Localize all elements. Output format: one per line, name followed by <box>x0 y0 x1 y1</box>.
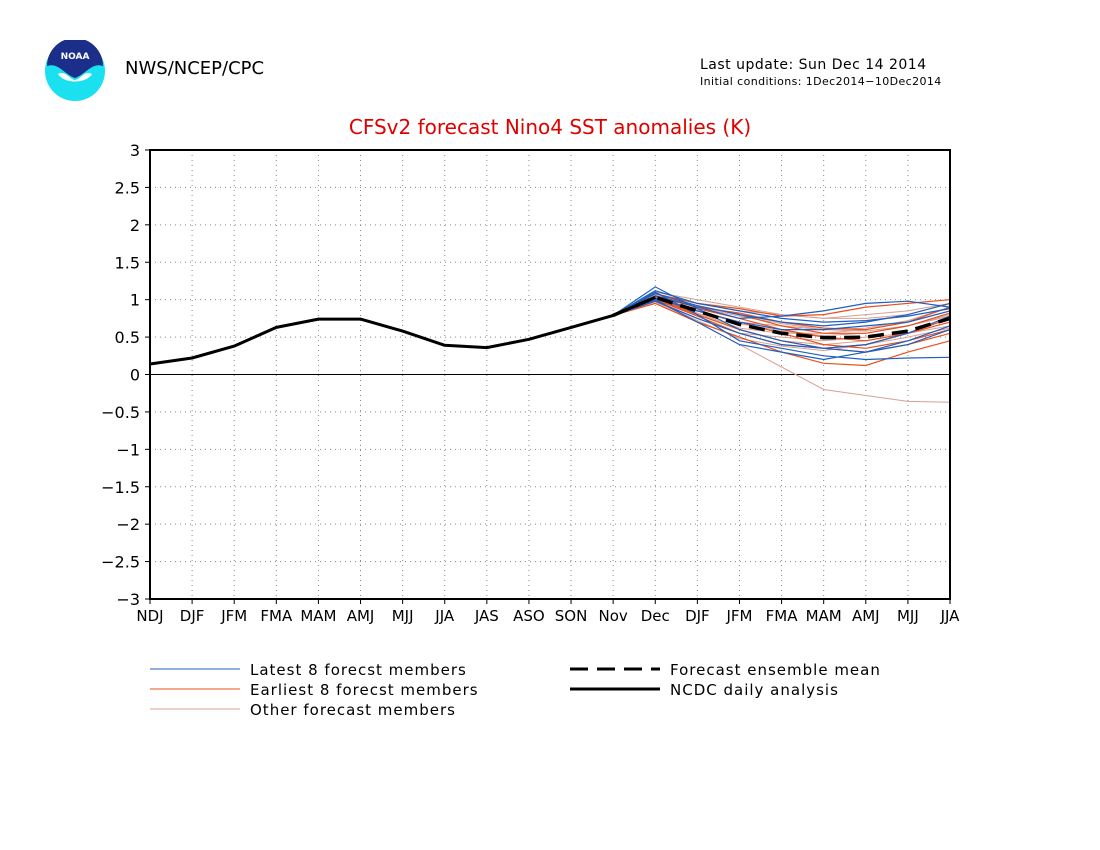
logo-dark-top <box>47 40 103 78</box>
x-tick-label: JJA <box>434 607 455 625</box>
x-tick-label: DJF <box>180 607 205 625</box>
x-tick-label: AMJ <box>347 607 375 625</box>
latest-members-series <box>612 286 951 361</box>
latest-member-line <box>612 286 951 349</box>
ensemble-mean-series <box>612 295 951 340</box>
y-tick-label: −2 <box>116 515 140 534</box>
ensemble-mean-line <box>612 295 951 340</box>
logo-bird-wave <box>58 73 92 82</box>
y-tick-label: 1.5 <box>115 253 140 272</box>
legend-latest-label: Latest 8 forecst members <box>250 661 467 679</box>
latest-member-line <box>612 295 951 320</box>
y-tick-label: −1 <box>116 440 140 459</box>
legend-analysis-label: NCDC daily analysis <box>670 681 839 699</box>
agency-name: NWS/NCEP/CPC <box>125 58 265 79</box>
other-member-line <box>613 301 951 352</box>
y-tick-label: −2.5 <box>101 553 140 572</box>
x-tick-label: MAM <box>300 607 336 625</box>
x-tick-label: FMA <box>260 607 293 625</box>
y-tick-label: 2 <box>130 216 140 235</box>
x-tick-label: AMJ <box>852 607 880 625</box>
x-tick-label: MJJ <box>897 607 919 625</box>
y-axis-ticks: 3 2.5 2 1.5 1 0.5 0 −0.5 −1 −1.5 −2 −2.5 −3 <box>101 141 150 609</box>
x-tick-label: JFM <box>725 607 752 625</box>
x-tick-label: JAS <box>474 607 499 625</box>
grid <box>150 150 950 599</box>
x-axis-ticks: NDJ DJF JFM FMA MAM AMJ MJJ JJA JAS ASO SON Nov Dec D… <box>136 599 960 625</box>
y-tick-label: −1.5 <box>101 478 140 497</box>
x-tick-label: FMA <box>766 607 799 625</box>
x-tick-label: Dec <box>641 607 670 625</box>
chart-title: CFSv2 forecast Nino4 SST anomalies (K) <box>349 115 751 139</box>
x-tick-label: Nov <box>599 607 628 625</box>
x-tick-label: JFM <box>220 607 247 625</box>
x-tick-label: JJA <box>940 607 961 625</box>
initial-conditions-text: Initial conditions: 1Dec2014−10Dec2014 <box>700 75 942 88</box>
x-tick-label: MAM <box>806 607 842 625</box>
y-tick-label: 0 <box>130 366 140 385</box>
x-tick-label: NDJ <box>136 607 163 625</box>
legend-other-label: Other forecast members <box>250 701 456 719</box>
y-tick-label: 1 <box>130 291 140 310</box>
y-tick-label: 2.5 <box>115 178 140 197</box>
x-tick-label: SON <box>555 607 588 625</box>
last-update-text: Last update: Sun Dec 14 2014 <box>700 57 927 73</box>
x-tick-label: MJJ <box>392 607 414 625</box>
logo-text: NOAA <box>61 52 90 62</box>
legend-mean-label: Forecast ensemble mean <box>670 661 881 679</box>
analysis-series <box>149 296 656 366</box>
noaa-logo: NOAA <box>45 40 105 101</box>
latest-member-line <box>612 290 951 323</box>
y-tick-label: 3 <box>130 141 140 160</box>
analysis-line <box>149 296 656 366</box>
y-tick-label: −3 <box>116 590 140 609</box>
y-tick-label: −0.5 <box>101 403 140 422</box>
y-tick-label: 0.5 <box>115 328 140 347</box>
legend-earliest-label: Earliest 8 forecst members <box>250 681 479 699</box>
x-tick-label: DJF <box>685 607 710 625</box>
x-tick-label: ASO <box>513 607 545 625</box>
latest-member-line <box>612 299 951 361</box>
